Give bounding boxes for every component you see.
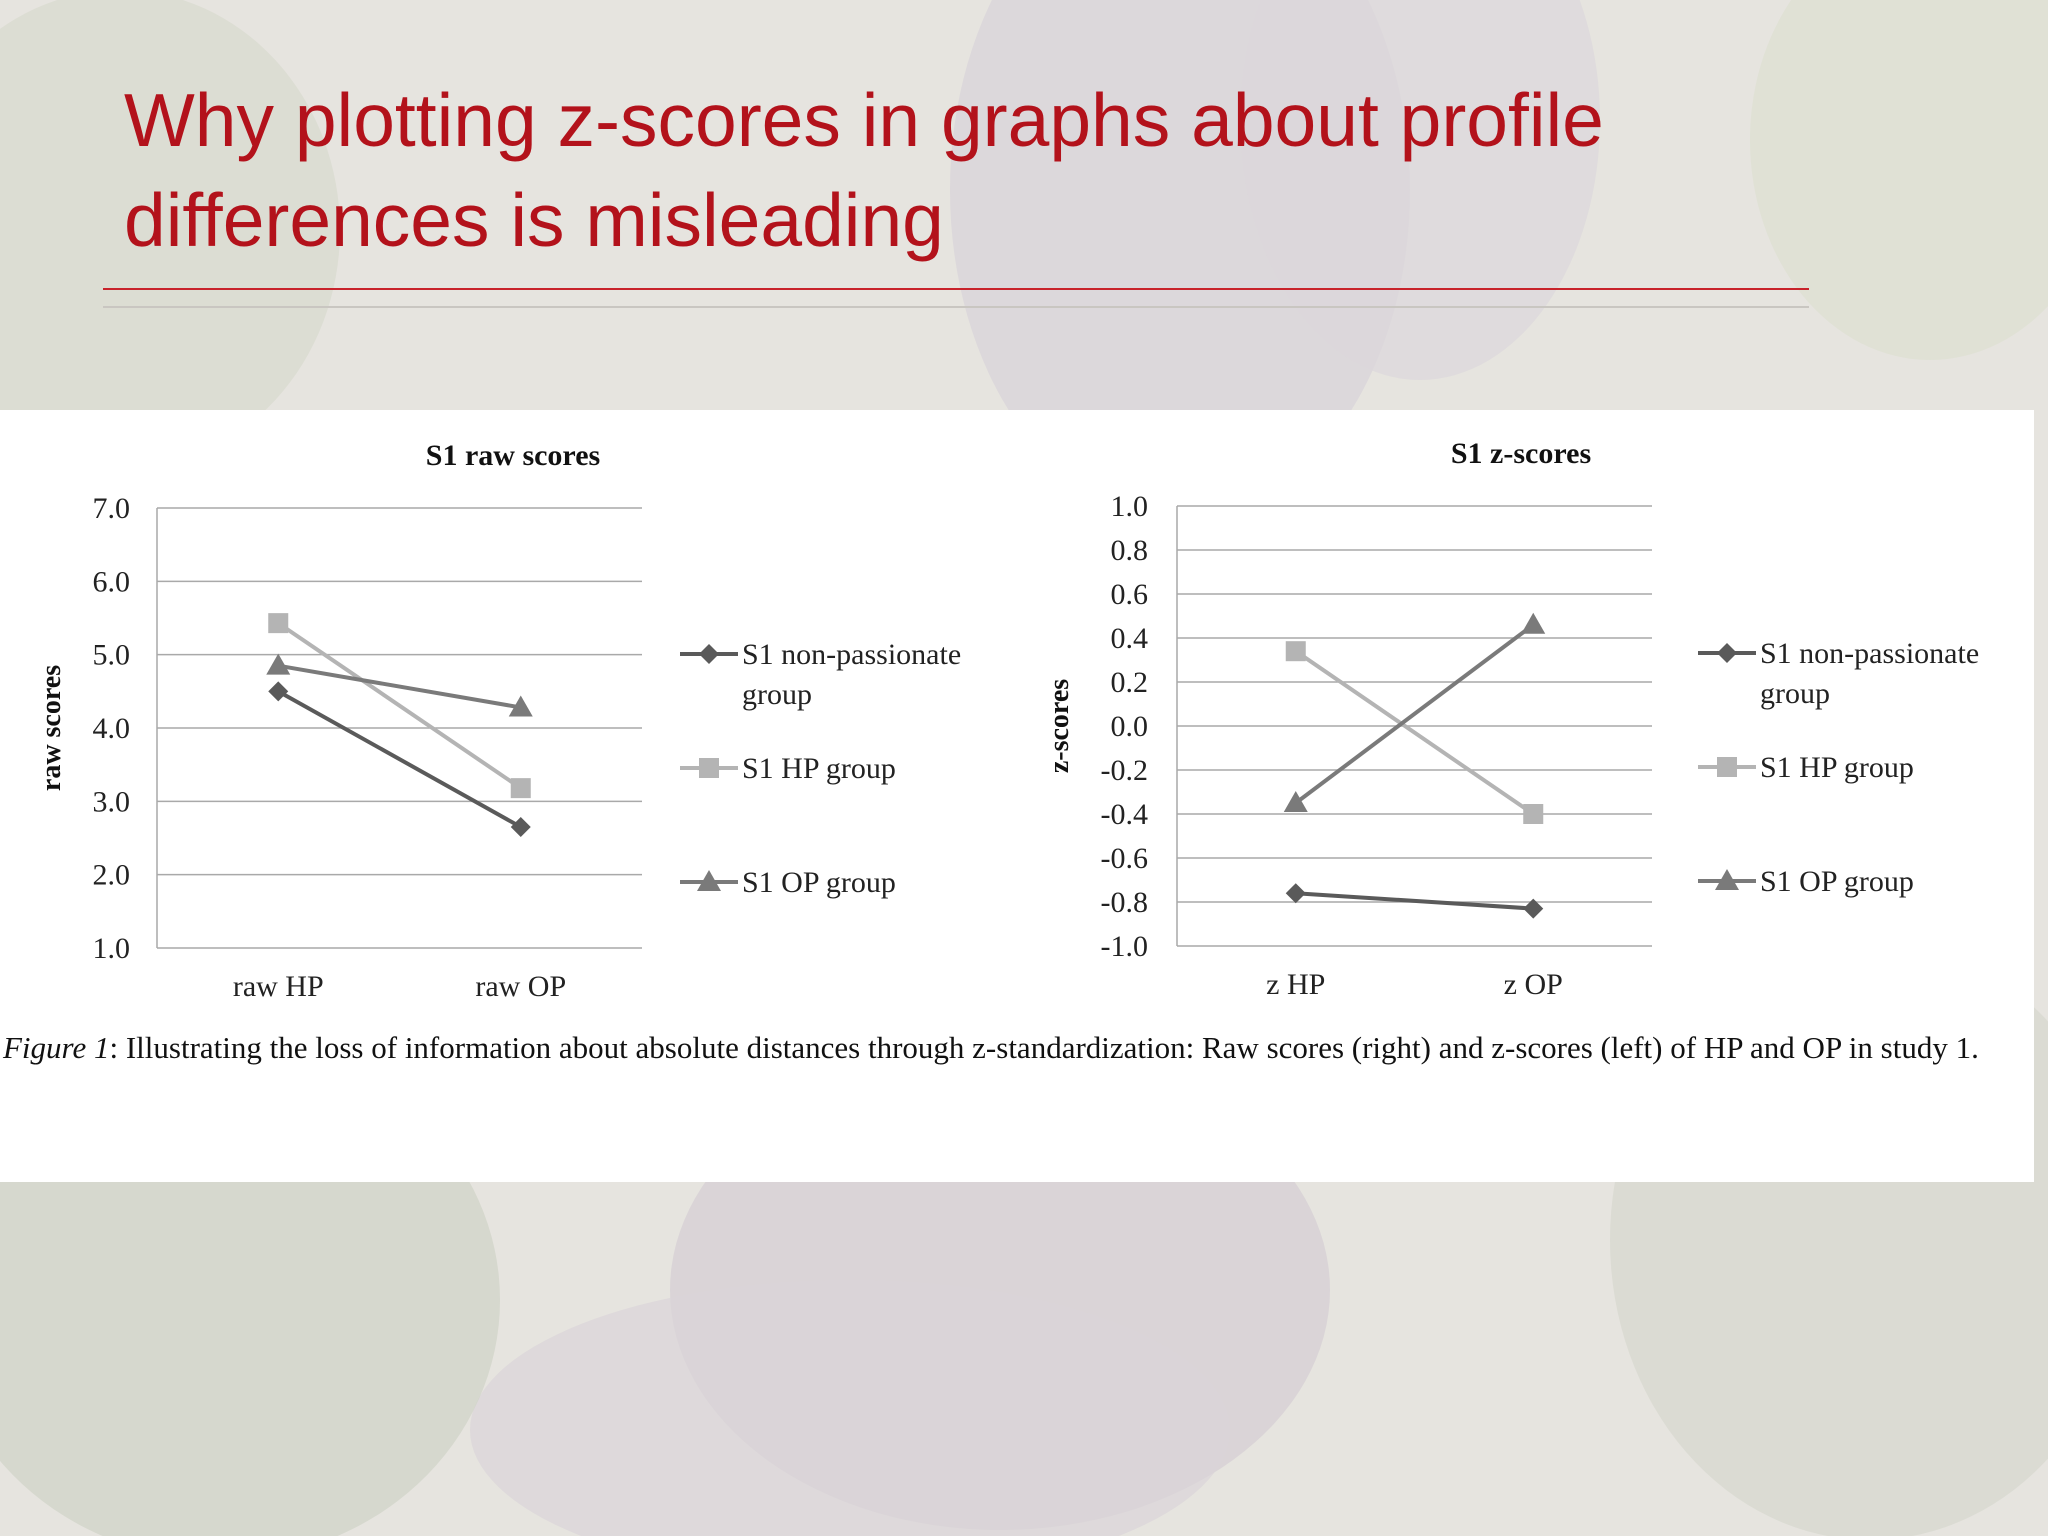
raw-chart-data-point <box>510 817 531 837</box>
z-chart-ytick-label: -0.8 <box>1101 886 1149 919</box>
z-chart-legend-label: S1 non-passionate <box>1760 637 1979 670</box>
z-chart-legend-label: S1 HP group <box>1760 751 1914 784</box>
raw-chart-data-point <box>510 778 531 799</box>
z-chart-legend-label: S1 OP group <box>1760 865 1914 898</box>
z-chart-data-point <box>1523 898 1544 919</box>
raw-chart-xtick-label: raw HP <box>233 970 324 1003</box>
z-chart-ytick-label: -1.0 <box>1101 930 1149 963</box>
raw-chart-series-line <box>277 621 522 790</box>
raw-chart-legend-marker <box>699 758 719 778</box>
z-chart-ytick-label: -0.4 <box>1101 798 1149 831</box>
z-chart-ytick-label: 0.6 <box>1111 578 1149 611</box>
caption-text: : Illustrating the loss of information a… <box>109 1030 1979 1065</box>
z-chart-title: S1 z-scores <box>1451 437 1591 470</box>
z-chart-legend-marker <box>1717 643 1737 663</box>
raw-chart-xtick-label: raw OP <box>475 970 566 1003</box>
z-chart-ytick-label: 0.0 <box>1111 710 1149 743</box>
z-chart-xtick-label: z HP <box>1266 968 1325 1001</box>
raw-chart-ytick-label: 6.0 <box>93 565 131 598</box>
z-chart-series-line <box>1294 623 1535 805</box>
z-chart-ytick-label: -0.6 <box>1101 842 1149 875</box>
z-chart-ytick-label: 0.2 <box>1111 666 1149 699</box>
raw-chart-legend-label: S1 HP group <box>742 752 896 785</box>
caption-label: Figure 1 <box>3 1030 110 1065</box>
z-chart-ylabel: z-scores <box>1044 679 1075 773</box>
raw-chart-data-point <box>266 653 291 675</box>
raw-chart-ylabel: raw scores <box>36 665 67 791</box>
z-chart-data-point <box>1283 791 1308 812</box>
raw-chart-data-point <box>508 695 533 717</box>
z-chart-ytick-label: -0.2 <box>1101 754 1149 787</box>
z-chart-legend-label: group <box>1760 677 1830 710</box>
figure-panel: S1 raw scores raw scores 7.0 6.0 5.0 4.0 3.0 2.… <box>0 410 2034 1182</box>
z-chart-legend-marker <box>1715 869 1739 890</box>
raw-chart-ytick-label: 2.0 <box>93 859 131 892</box>
raw-chart-data-point <box>268 681 289 702</box>
z-chart-ytick-label: 0.4 <box>1111 622 1149 655</box>
z-chart-ytick-label: 0.8 <box>1111 534 1149 567</box>
slide-title: Why plotting z-scores in graphs about pr… <box>124 78 1604 262</box>
raw-chart-title: S1 raw scores <box>426 439 600 472</box>
raw-chart-ytick-label: 3.0 <box>93 785 131 818</box>
title-rule-gray <box>103 306 1809 308</box>
z-chart-legend-marker <box>1717 757 1737 777</box>
raw-chart-data-point <box>268 613 289 634</box>
raw-chart-legend-marker <box>697 870 721 891</box>
z-chart-data-point <box>1523 804 1544 824</box>
raw-chart-ytick-label: 4.0 <box>93 712 131 745</box>
z-chart-ytick-label: 1.0 <box>1111 490 1149 523</box>
z-chart-series-line <box>1294 649 1535 816</box>
title-rule-red <box>103 288 1809 290</box>
raw-chart-ytick-label: 1.0 <box>93 932 131 965</box>
z-chart-xtick-label: z OP <box>1504 968 1563 1001</box>
raw-chart-legend-label: S1 OP group <box>742 866 896 899</box>
raw-chart-legend-label: group <box>742 678 812 711</box>
raw-chart-series-line <box>277 663 522 710</box>
raw-chart-legend-label: S1 non-passionate <box>742 638 961 671</box>
figure-charts: S1 raw scores raw scores 7.0 6.0 5.0 4.0 3.0 2.… <box>36 437 1979 1003</box>
raw-chart-ytick-label: 7.0 <box>93 492 131 525</box>
z-chart-series-line <box>1295 891 1534 911</box>
z-chart-data-point <box>1521 612 1546 634</box>
raw-chart-series-line <box>277 689 522 829</box>
z-chart-data-point <box>1285 641 1306 662</box>
raw-chart-ytick-label: 5.0 <box>93 639 131 672</box>
raw-chart-legend-marker <box>699 644 719 664</box>
figure-caption: Figure 1: Illustrating the loss of infor… <box>3 1008 2033 1088</box>
z-chart-data-point <box>1285 883 1306 904</box>
